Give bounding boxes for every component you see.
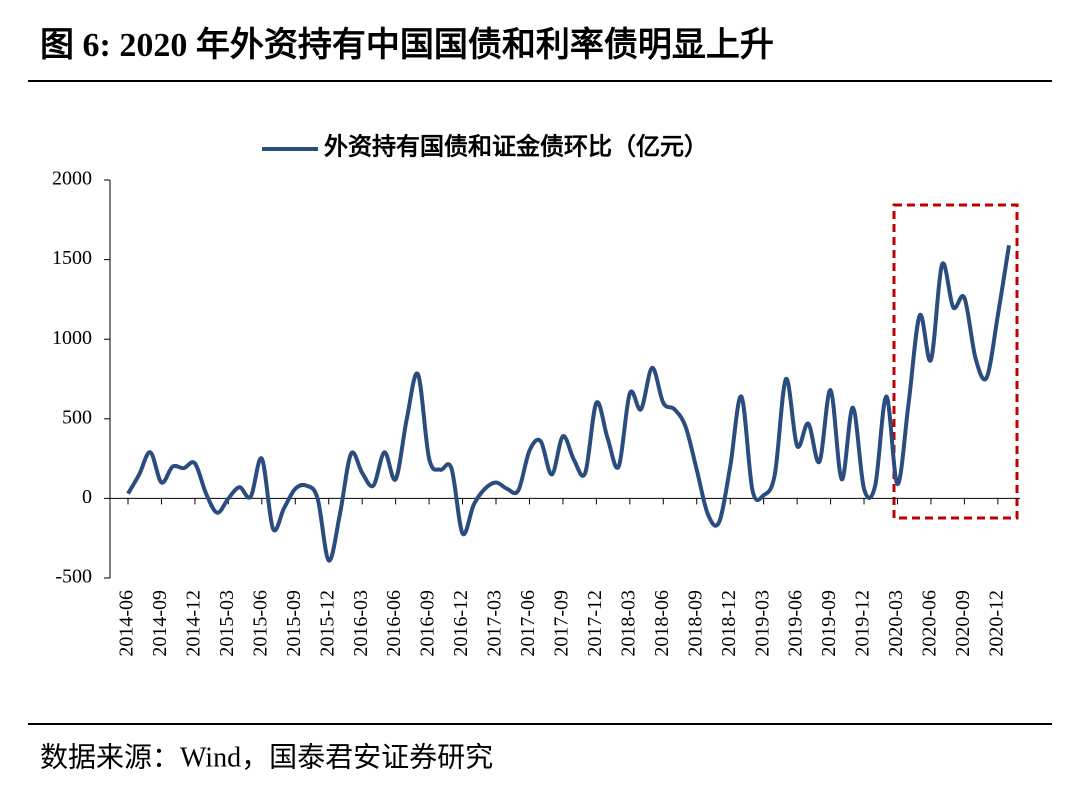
x-tick-label: 2016-12 xyxy=(450,590,472,657)
x-tick-label: 2015-12 xyxy=(316,590,338,657)
highlight-box xyxy=(892,203,1019,520)
x-tick-label: 2017-06 xyxy=(517,590,539,657)
x-tick-label: 2014-06 xyxy=(116,590,138,657)
source: 数据来源：Wind，国泰君安证券研究 xyxy=(40,741,493,773)
x-tick-label: 2018-09 xyxy=(684,590,706,657)
x-tick-label: 2020-06 xyxy=(919,590,941,657)
x-tick-label: 2019-09 xyxy=(818,590,840,657)
y-tick-label: 1000 xyxy=(52,327,92,349)
x-tick-label: 2019-06 xyxy=(785,590,807,657)
x-tick-label: 2014-12 xyxy=(183,590,205,657)
x-tick-label: 2015-06 xyxy=(249,590,271,657)
x-tick-label: 2020-12 xyxy=(985,590,1007,657)
y-tick-label: 1500 xyxy=(52,247,92,269)
x-tick-label: 2020-09 xyxy=(952,590,974,657)
x-tick-label: 2016-09 xyxy=(417,590,439,657)
x-tick-label: 2016-03 xyxy=(350,590,372,657)
x-tick-label: 2018-06 xyxy=(651,590,673,657)
line xyxy=(126,244,1011,563)
x-tick-label: 2017-09 xyxy=(551,590,573,657)
x-tick-label: 2015-03 xyxy=(216,590,238,657)
y-tick-label: 0 xyxy=(82,486,92,508)
x-tick-label: 2020-03 xyxy=(885,590,907,657)
x-tick-label: 2014-09 xyxy=(149,590,171,657)
x-tick-label: 2019-12 xyxy=(852,590,874,657)
title: 图 6: 2020 年外资持有中国国债和利率债明显上升 xyxy=(40,26,774,64)
legend-label: 外资持有国债和证金债环比（亿元） xyxy=(324,133,708,161)
x-tick-label: 2016-06 xyxy=(383,590,405,657)
x-tick-label: 2018-03 xyxy=(617,590,639,657)
y-tick-label: -500 xyxy=(55,566,92,588)
x-tick-label: 2017-12 xyxy=(584,590,606,657)
x-tick-label: 2017-03 xyxy=(484,590,506,657)
y-tick-label: 2000 xyxy=(52,168,92,190)
y-tick-label: 500 xyxy=(62,406,92,428)
x-tick-label: 2015-09 xyxy=(283,590,305,657)
x-tick-label: 2019-03 xyxy=(751,590,773,657)
x-tick-label: 2018-12 xyxy=(718,590,740,657)
